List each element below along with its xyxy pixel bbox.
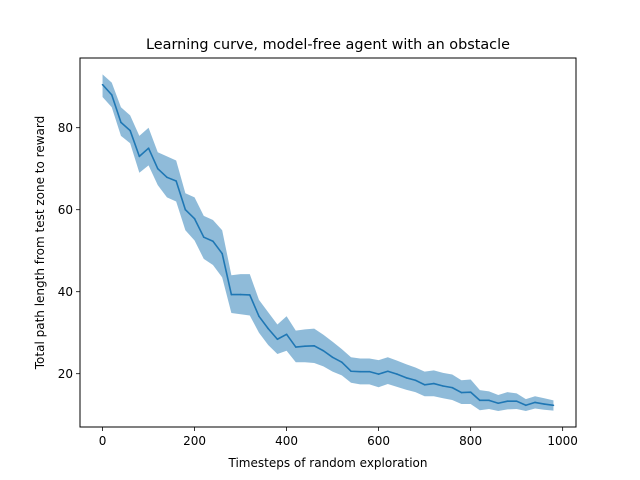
y-axis-label: Total path length from test zone to rewa…: [33, 116, 47, 370]
data-point: [202, 236, 205, 238]
data-point: [276, 338, 279, 341]
data-point: [221, 252, 223, 255]
data-point: [479, 399, 481, 402]
data-point: [175, 180, 177, 182]
data-point: [414, 379, 417, 382]
x-tick-label: 400: [275, 434, 298, 448]
data-point: [368, 370, 371, 373]
data-point: [129, 129, 131, 132]
data-point: [313, 345, 316, 347]
data-point: [156, 167, 159, 170]
data-point: [166, 176, 168, 179]
x-tick-label: 800: [459, 434, 482, 448]
x-axis-label: Timesteps of random exploration: [228, 456, 428, 470]
data-point: [147, 147, 150, 149]
data-point: [230, 293, 233, 296]
data-point: [488, 399, 490, 402]
plot-area: [101, 74, 555, 412]
data-point: [377, 373, 380, 375]
data-point: [387, 370, 389, 373]
data-point: [423, 383, 426, 386]
data-point: [469, 391, 472, 393]
data-point: [350, 370, 352, 373]
data-point: [184, 208, 187, 211]
data-point: [193, 217, 196, 220]
data-point: [442, 385, 444, 387]
data-point: [110, 94, 113, 96]
data-point: [285, 333, 288, 336]
mean-line: [101, 84, 554, 407]
data-point: [267, 327, 269, 330]
data-point: [212, 240, 214, 243]
data-point: [552, 404, 555, 407]
data-point: [396, 373, 398, 375]
data-point: [138, 155, 141, 158]
data-point: [534, 401, 536, 404]
data-point: [248, 294, 251, 296]
y-tick-label: 40: [58, 285, 73, 299]
x-tick-label: 1000: [547, 434, 578, 448]
data-point: [497, 402, 500, 405]
data-point: [239, 293, 242, 296]
y-axis: 20 40 60 80: [58, 121, 80, 381]
x-tick-label: 0: [99, 434, 107, 448]
data-point: [525, 404, 527, 407]
data-point: [460, 391, 463, 394]
data-point: [331, 356, 334, 359]
confidence-band: [102, 74, 554, 412]
data-point: [451, 386, 454, 389]
data-point: [359, 370, 362, 373]
data-point: [506, 400, 509, 402]
plot-frame: [79, 57, 577, 428]
data-point: [101, 83, 104, 86]
data-point: [515, 400, 518, 402]
data-point: [120, 121, 122, 124]
data-point: [294, 346, 297, 348]
data-point: [258, 315, 260, 318]
data-point: [433, 382, 435, 385]
data-point: [543, 403, 546, 405]
data-point: [341, 361, 343, 364]
y-tick-label: 60: [58, 203, 73, 217]
y-tick-label: 20: [58, 367, 73, 381]
chart-title: Learning curve, model-free agent with an…: [146, 37, 510, 53]
y-tick-label: 80: [58, 121, 73, 135]
x-axis: 0 200 400 600 800 1000: [99, 427, 578, 448]
x-tick-label: 600: [367, 434, 390, 448]
data-point: [322, 349, 325, 352]
data-point: [304, 345, 306, 348]
data-point: [405, 377, 408, 379]
x-tick-label: 200: [183, 434, 206, 448]
